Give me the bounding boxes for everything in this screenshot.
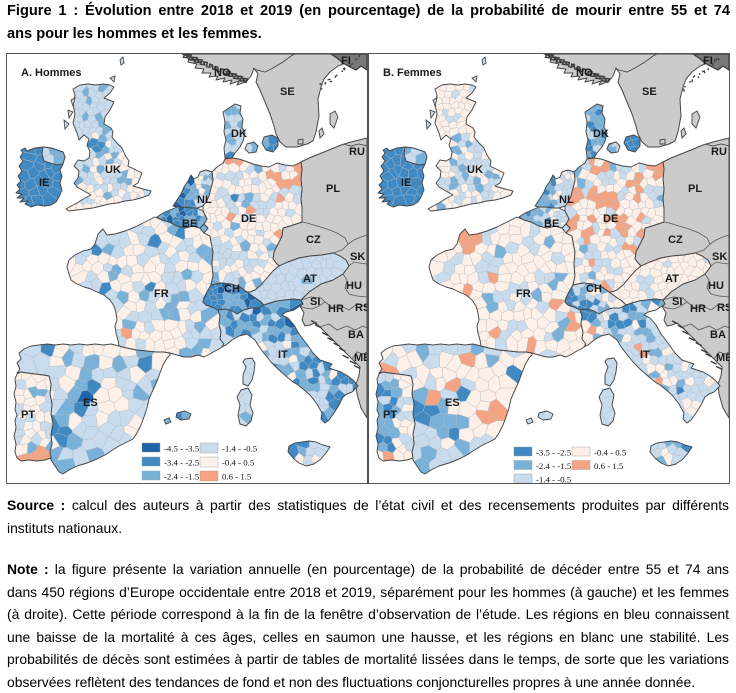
svg-text:-2.4 - -1.5: -2.4 - -1.5 (164, 472, 200, 482)
svg-text:ME: ME (716, 352, 729, 364)
svg-text:PL: PL (326, 183, 340, 195)
svg-text:AT: AT (665, 273, 679, 285)
svg-text:PT: PT (383, 409, 397, 421)
svg-text:FR: FR (154, 288, 169, 300)
svg-text:PT: PT (21, 409, 35, 421)
svg-text:BA: BA (710, 329, 726, 341)
svg-text:DE: DE (241, 213, 256, 225)
svg-text:HR: HR (690, 303, 706, 315)
svg-text:SE: SE (642, 86, 657, 98)
svg-text:-0.4 - 0.5: -0.4 - 0.5 (222, 458, 255, 468)
svg-text:DE: DE (603, 213, 618, 225)
svg-text:-3.5 - -2.5: -3.5 - -2.5 (536, 448, 572, 458)
svg-text:CH: CH (586, 283, 602, 295)
svg-text:-0.4 - 0.5: -0.4 - 0.5 (594, 448, 627, 458)
svg-text:ES: ES (445, 397, 460, 409)
svg-text:HU: HU (346, 280, 362, 292)
svg-text:UK: UK (105, 164, 121, 176)
svg-text:HR: HR (328, 303, 344, 315)
svg-text:BE: BE (182, 218, 197, 230)
svg-text:IT: IT (640, 349, 650, 361)
svg-text:SK: SK (350, 251, 365, 263)
svg-text:BA: BA (348, 329, 364, 341)
svg-text:FI: FI (703, 55, 713, 67)
svg-text:IE: IE (401, 177, 411, 189)
svg-text:SI: SI (672, 296, 682, 308)
svg-text:RU: RU (711, 146, 727, 158)
svg-text:RU: RU (349, 146, 365, 158)
svg-text:CH: CH (224, 283, 240, 295)
svg-text:SE: SE (280, 86, 295, 98)
svg-text:0.6 - 1.5: 0.6 - 1.5 (222, 472, 252, 482)
svg-text:SI: SI (310, 296, 320, 308)
svg-text:ES: ES (83, 397, 98, 409)
svg-text:IE: IE (39, 177, 49, 189)
svg-text:FR: FR (516, 288, 531, 300)
svg-text:DK: DK (231, 128, 247, 140)
svg-text:NL: NL (559, 194, 574, 206)
svg-text:IT: IT (278, 349, 288, 361)
svg-text:AT: AT (303, 273, 317, 285)
svg-text:NO: NO (214, 67, 231, 79)
svg-text:RS: RS (717, 302, 729, 314)
svg-text:FI: FI (341, 55, 351, 67)
svg-text:PL: PL (688, 183, 702, 195)
svg-text:0.6 - 1.5: 0.6 - 1.5 (594, 461, 624, 471)
svg-text:HU: HU (708, 280, 724, 292)
svg-text:NO: NO (576, 67, 593, 79)
svg-text:A. Hommes: A. Hommes (21, 67, 82, 79)
svg-text:CZ: CZ (306, 234, 321, 246)
svg-text:ME: ME (354, 352, 367, 364)
svg-text:-1.4 - -0.5: -1.4 - -0.5 (536, 475, 572, 484)
svg-text:CZ: CZ (668, 234, 683, 246)
svg-text:-3.4 - -2.5: -3.4 - -2.5 (164, 458, 200, 468)
svg-text:-4.5 - -3.5: -4.5 - -3.5 (164, 444, 200, 454)
svg-text:RS: RS (355, 302, 367, 314)
svg-text:DK: DK (593, 128, 609, 140)
svg-text:SK: SK (712, 251, 727, 263)
svg-text:-1.4 - -0.5: -1.4 - -0.5 (222, 444, 258, 454)
svg-text:B. Femmes: B. Femmes (383, 67, 442, 79)
svg-text:UK: UK (467, 164, 483, 176)
svg-text:BE: BE (544, 218, 559, 230)
svg-text:-2.4 - -1.5: -2.4 - -1.5 (536, 461, 572, 471)
svg-text:NL: NL (197, 194, 212, 206)
